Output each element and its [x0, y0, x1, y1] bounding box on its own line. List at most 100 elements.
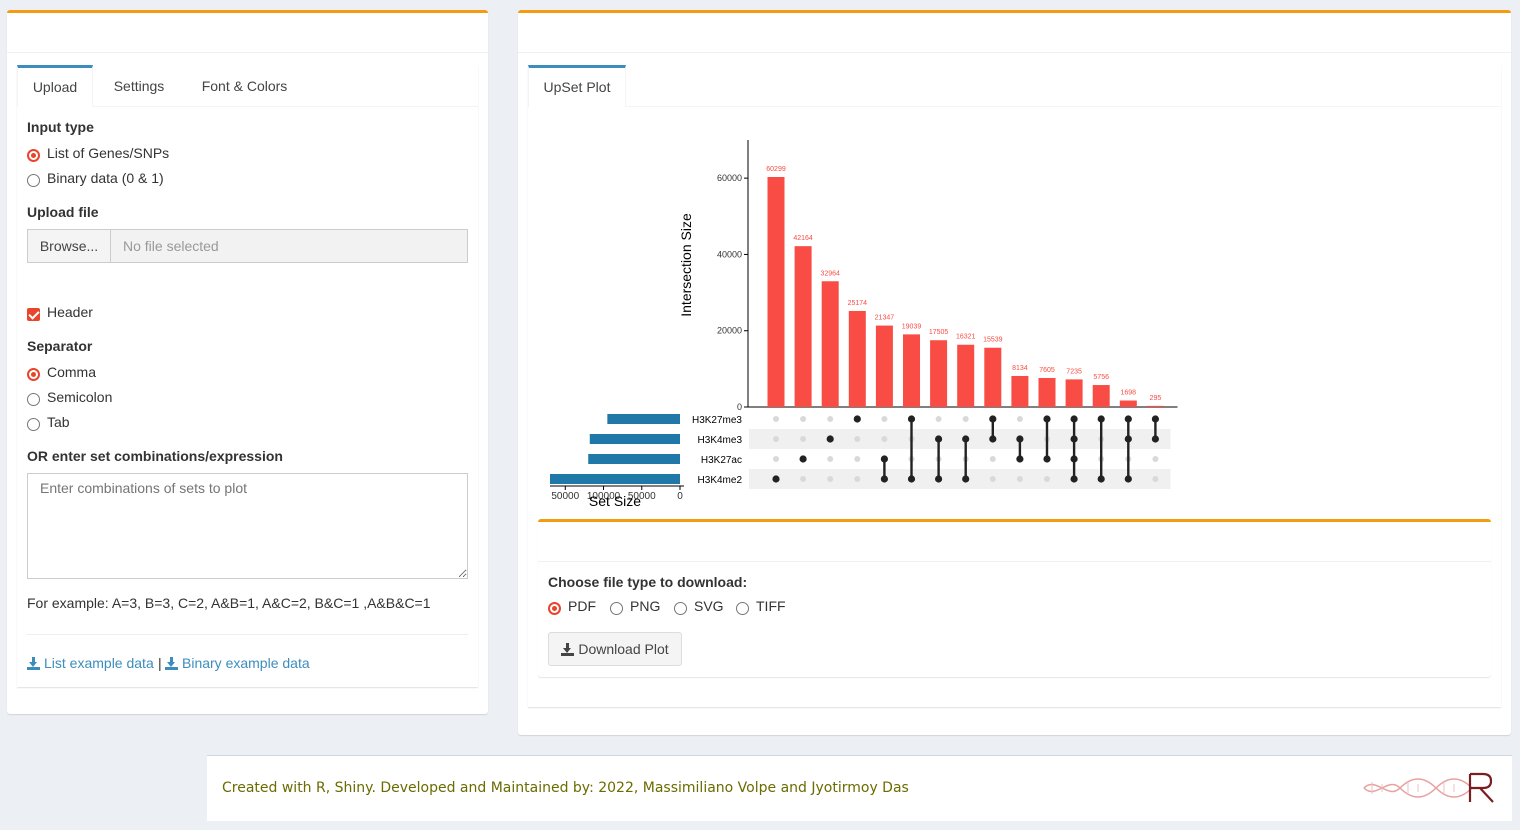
- radio-tiff-label: TIFF: [756, 598, 786, 614]
- link-separator: |: [158, 655, 162, 671]
- binary-example-label: Binary example data: [182, 655, 310, 671]
- set-size-bar: [550, 474, 680, 484]
- y-tick-label: 20000: [717, 326, 742, 336]
- right-box-header: [518, 13, 1511, 53]
- radio-semicolon[interactable]: [27, 393, 40, 406]
- radio-list-genes[interactable]: [27, 149, 40, 162]
- radio-comma[interactable]: [27, 368, 40, 381]
- intersection-bar: [821, 281, 839, 407]
- matrix-dot-filled: [772, 475, 780, 483]
- radio-tab[interactable]: [27, 418, 40, 431]
- tab-upset-plot-label: UpSet Plot: [543, 79, 611, 95]
- bar-value-label: 32964: [820, 270, 840, 277]
- set-name-label: H3K27ac: [701, 455, 742, 466]
- y-tick-label: 60000: [717, 173, 742, 183]
- set-name-label: H3K4me3: [698, 435, 743, 446]
- plot-tabset: UpSet Plot 0 20000 40000 60000 60299 42164 32…: [528, 65, 1501, 707]
- binary-example-link[interactable]: Binary example data: [165, 655, 310, 671]
- radio-comma-label: Comma: [47, 364, 97, 380]
- radio-svg[interactable]: [674, 602, 687, 615]
- header-checkbox[interactable]: [27, 308, 40, 321]
- list-example-label: List example data: [44, 655, 154, 671]
- bar-value-label: 17505: [929, 329, 949, 336]
- expression-textarea[interactable]: [27, 473, 468, 579]
- bar-value-label: 7235: [1066, 368, 1082, 375]
- set-size-bar: [588, 454, 680, 464]
- matrix-dot-empty: [800, 416, 807, 422]
- matrix-dot-empty: [773, 456, 779, 462]
- matrix-dot-empty: [881, 416, 888, 422]
- matrix-dot-empty: [827, 416, 834, 422]
- matrix-dot-empty: [1152, 476, 1159, 482]
- set-axis-tick-label: 0: [677, 491, 683, 502]
- tab-font-colors[interactable]: Font & Colors: [187, 65, 302, 107]
- matrix-dot-empty: [854, 476, 861, 482]
- matrix-dot-empty: [854, 436, 861, 442]
- intersection-bar: [848, 310, 866, 407]
- divider: [27, 634, 468, 635]
- tab-upload[interactable]: Upload: [17, 65, 93, 107]
- list-example-link[interactable]: List example data: [27, 655, 154, 671]
- y-tick-label: 0: [737, 402, 742, 412]
- matrix-dot-empty: [800, 476, 807, 482]
- radio-binary-data-label: Binary data (0 & 1): [47, 170, 164, 186]
- radio-binary-data[interactable]: [27, 174, 40, 187]
- set-axis-tick-label: 50000: [551, 491, 579, 502]
- tab-font-colors-label: Font & Colors: [201, 78, 288, 94]
- download-icon: [165, 657, 178, 670]
- radio-list-genes-label: List of Genes/SNPs: [47, 145, 170, 161]
- y-axis-label: Intersection Size: [678, 213, 694, 317]
- file-input-group: Browse... No file selected: [27, 229, 468, 263]
- matrix-dot-empty: [1044, 476, 1050, 482]
- bar-value-label: 8134: [1012, 365, 1028, 372]
- matrix-dot-empty: [989, 456, 996, 462]
- radio-png[interactable]: [610, 602, 623, 615]
- tab-upload-label: Upload: [32, 79, 78, 95]
- intersection-bar: [1011, 375, 1029, 407]
- download-plot-button[interactable]: Download Plot: [548, 632, 682, 666]
- bar-value-label: 295: [1150, 395, 1162, 402]
- bar-value-label: 5756: [1093, 374, 1109, 381]
- download-type-label: Choose file type to download:: [548, 574, 748, 590]
- tab-settings-label: Settings: [113, 78, 165, 94]
- browse-button[interactable]: Browse...: [28, 230, 111, 262]
- download-icon: [27, 657, 40, 670]
- input-type-label: Input type: [27, 119, 94, 135]
- intersection-bar: [875, 325, 893, 407]
- plot-tabbar: UpSet Plot: [528, 65, 1501, 107]
- intersection-bar: [1065, 379, 1083, 407]
- bar-value-label: 1698: [1121, 390, 1137, 397]
- matrix-dot-empty: [1016, 416, 1023, 422]
- radio-tab-label: Tab: [47, 414, 70, 430]
- example-text: For example: A=3, B=3, C=2, A&B=1, A&C=2…: [27, 595, 431, 611]
- bar-value-label: 15539: [983, 337, 1003, 344]
- set-axis-tick-label: 50000: [628, 491, 656, 502]
- matrix-dot-filled: [853, 415, 861, 423]
- browse-button-label: Browse...: [39, 238, 99, 254]
- matrix-row-stripe: [749, 429, 1171, 449]
- left-tabbar: Upload Settings Font & Colors: [17, 65, 478, 107]
- tab-upset-plot[interactable]: UpSet Plot: [528, 65, 626, 107]
- set-axis-tick-label: 100000: [587, 491, 621, 502]
- intersection-bar: [1038, 377, 1056, 407]
- bar-value-label: 21347: [875, 315, 895, 322]
- set-size-bar: [589, 434, 680, 444]
- matrix-dot-empty: [881, 436, 888, 442]
- matrix-dot-empty: [800, 436, 807, 442]
- download-box-header: [538, 522, 1491, 562]
- bar-value-label: 16321: [956, 334, 976, 341]
- intersection-bar: [984, 347, 1002, 407]
- matrix-row-stripe: [749, 469, 1171, 489]
- radio-pdf-label: PDF: [568, 598, 596, 614]
- radio-pdf[interactable]: [548, 602, 561, 615]
- set-name-label: H3K27me3: [692, 415, 742, 426]
- download-icon: [561, 643, 575, 656]
- intersection-bar: [903, 334, 920, 407]
- intersection-bar: [957, 344, 975, 407]
- tab-settings[interactable]: Settings: [99, 65, 179, 107]
- right-box: UpSet Plot 0 20000 40000 60000 60299 42164 32…: [518, 10, 1511, 735]
- left-box: Upload Settings Font & Colors Input type…: [7, 10, 488, 714]
- radio-tiff[interactable]: [736, 602, 749, 615]
- intersection-bar: [1119, 400, 1137, 407]
- radio-svg-label: SVG: [694, 598, 724, 614]
